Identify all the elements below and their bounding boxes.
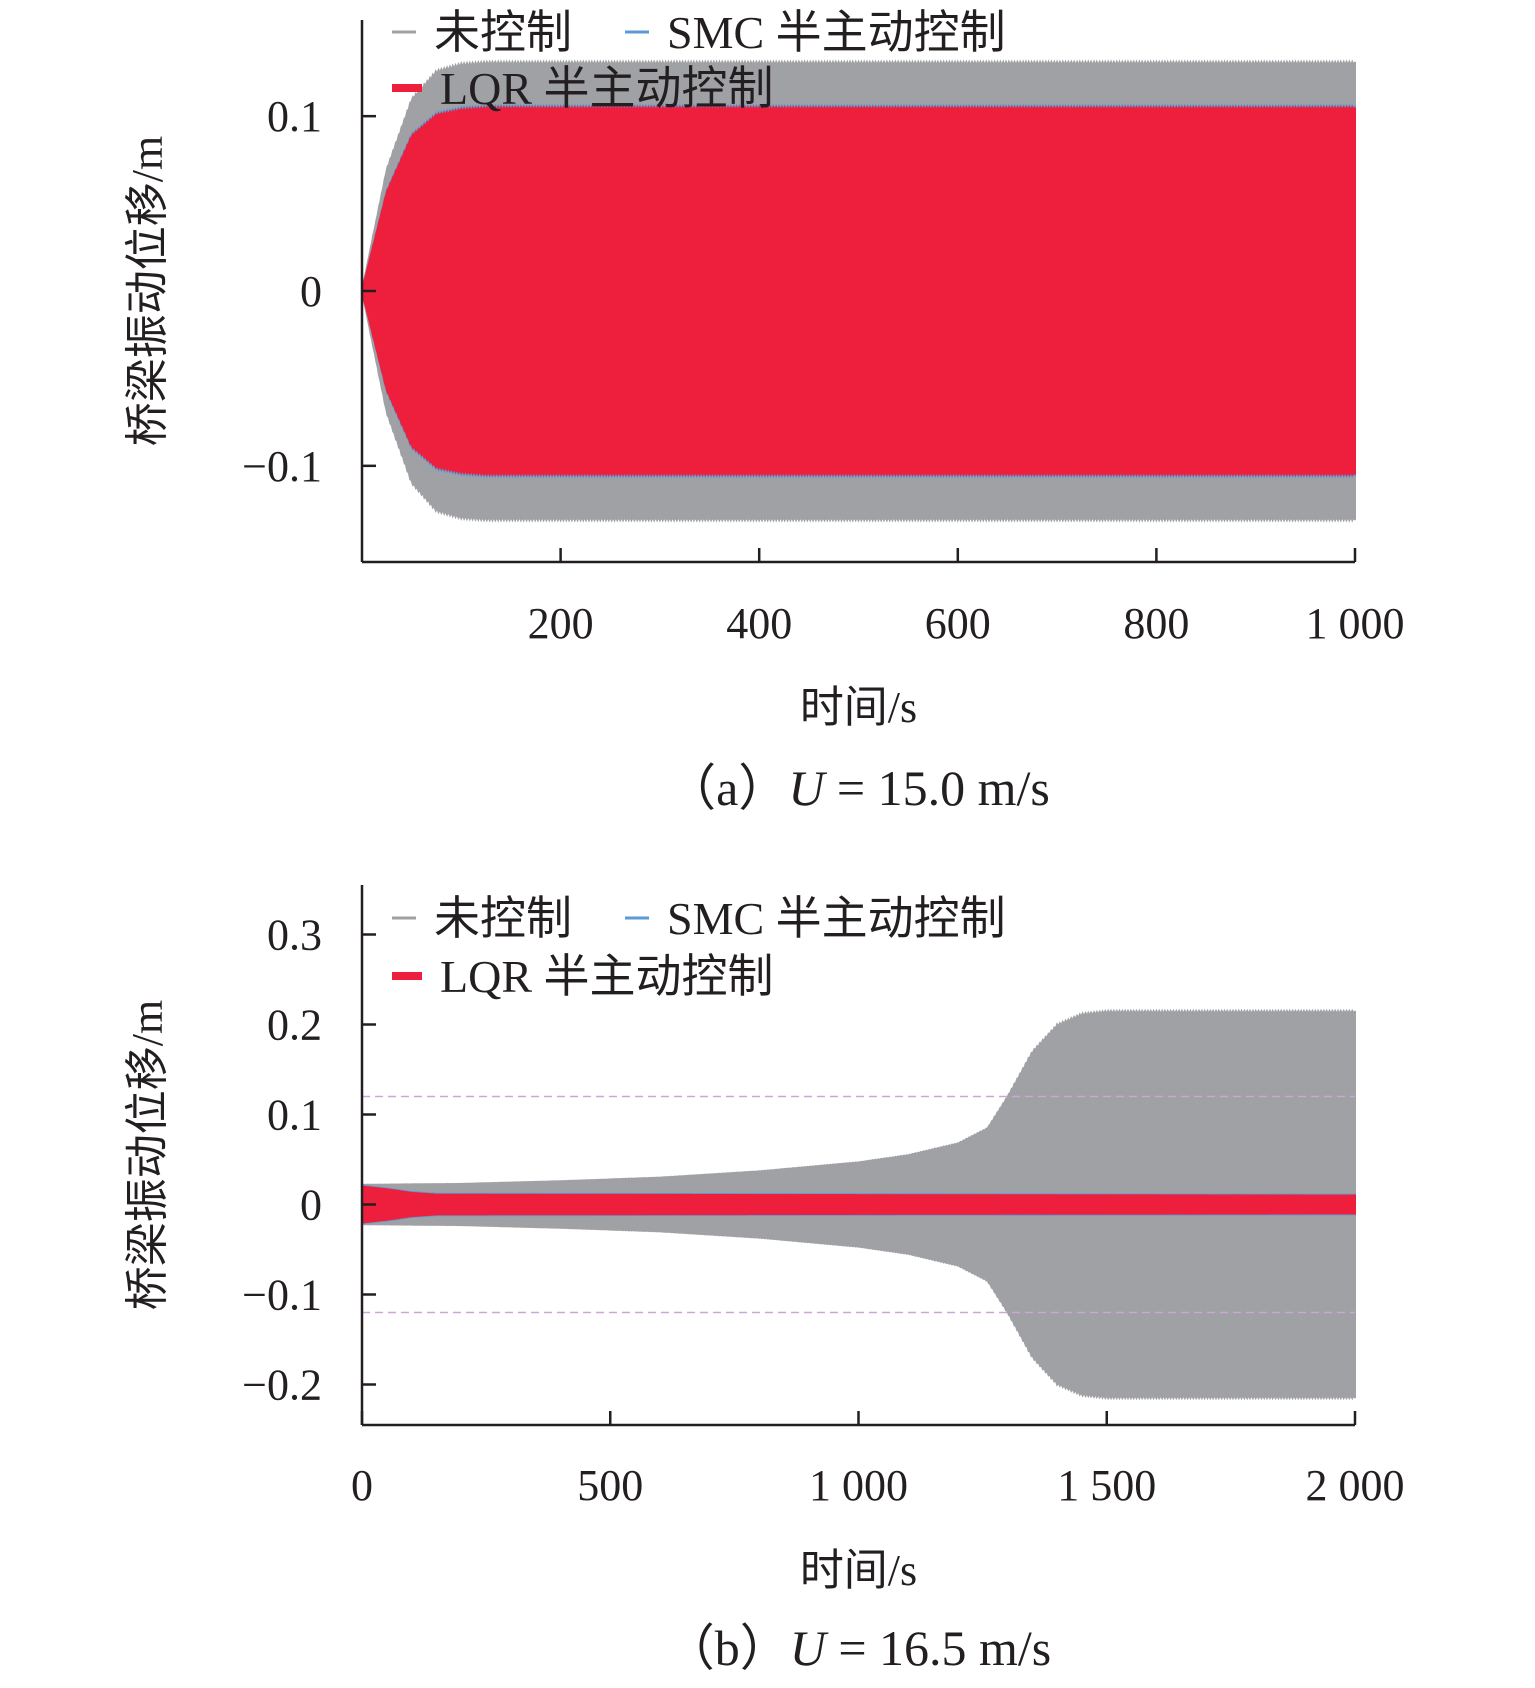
x-tick-label: 600 — [925, 599, 991, 648]
legend-label: LQR 半主动控制 — [440, 63, 774, 114]
y-tick-label: 0.2 — [267, 1001, 322, 1050]
y-axis-label: 桥梁振动位移/m — [123, 136, 172, 446]
y-tick-label: −0.2 — [242, 1361, 322, 1410]
y-tick-label: 0.1 — [267, 92, 322, 141]
x-tick-label: 1 000 — [1306, 599, 1405, 648]
y-tick-label: 0.3 — [267, 911, 322, 960]
x-tick-label: 200 — [528, 599, 594, 648]
x-tick-label: 2 000 — [1306, 1461, 1405, 1510]
chart-panel-b: 0 500 1 000 1 500 2 000 −0.2 −0.1 0 0.1 0.2 0.3 时间/… — [123, 885, 1405, 1676]
y-tick-label: −0.1 — [242, 1271, 322, 1320]
x-tick-label: 500 — [577, 1461, 643, 1510]
x-tick-label: 1 000 — [809, 1461, 908, 1510]
y-tick-label: 0.1 — [267, 1091, 322, 1140]
caption-variable: U — [788, 760, 827, 816]
chart-panel-a: 200 400 600 800 1 000 −0.1 0 0.1 时间/s 桥梁振动位移/m 未控制… — [123, 7, 1405, 816]
x-tick-label: 1 500 — [1057, 1461, 1156, 1510]
legend-label: SMC 半主动控制 — [667, 893, 1006, 944]
y-axis-label: 桥梁振动位移/m — [123, 1000, 172, 1310]
caption-variable: U — [790, 1620, 829, 1676]
panel-caption: （a）U = 15.0 m/s — [666, 760, 1050, 816]
legend-label: SMC 半主动控制 — [667, 7, 1006, 58]
y-tick-label: −0.1 — [242, 442, 322, 491]
legend-label: 未控制 — [434, 893, 572, 944]
legend: 未控制 SMC 半主动控制 LQR 半主动控制 — [392, 893, 1006, 1002]
series-envelope — [361, 1185, 1356, 1224]
panel-caption: （b）U = 16.5 m/s — [665, 1620, 1052, 1676]
y-tick-label: 0 — [300, 267, 322, 316]
caption-prefix: （b） — [665, 1620, 790, 1676]
legend-label: 未控制 — [434, 7, 572, 58]
series-a-2 — [360, 105, 1356, 477]
y-tick-label: 0 — [300, 1181, 322, 1230]
legend-label: LQR 半主动控制 — [440, 951, 774, 1002]
x-tick-label: 400 — [726, 599, 792, 648]
x-axis-label: 时间/s — [800, 1546, 917, 1595]
caption-value: = 15.0 m/s — [824, 760, 1049, 816]
x-tick-label: 0 — [351, 1461, 373, 1510]
x-axis-label: 时间/s — [800, 683, 917, 732]
x-tick-label: 800 — [1123, 599, 1189, 648]
caption-value: = 16.5 m/s — [826, 1620, 1051, 1676]
series-envelope — [360, 105, 1356, 477]
series-b-2 — [361, 1185, 1356, 1224]
caption-prefix: （a） — [666, 760, 788, 816]
